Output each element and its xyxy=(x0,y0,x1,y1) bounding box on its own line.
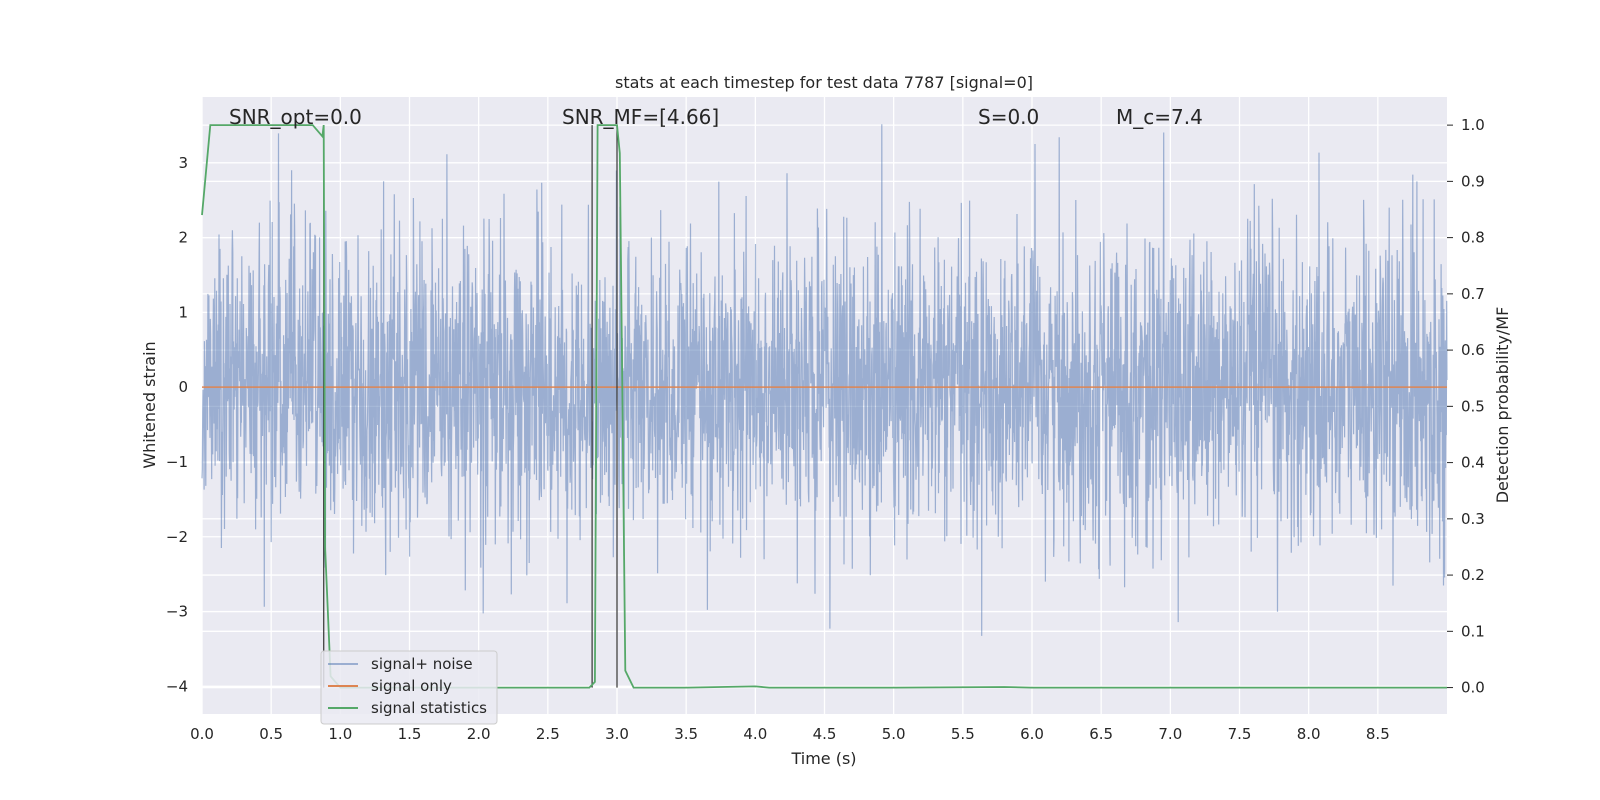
x-tick-label: 1.5 xyxy=(398,725,422,743)
y2-axis-ticks: 1.0 0.9 0.8 0.7 0.6 0.5 0.4 0.3 0.2 0.1 0.0 xyxy=(1447,116,1485,697)
legend-box xyxy=(320,650,498,725)
y-tick-label: 2 xyxy=(178,229,188,247)
y-tick-label: −3 xyxy=(166,603,188,621)
chart-title: stats at each timestep for test data 778… xyxy=(615,73,1033,92)
signal-noise-line xyxy=(201,124,1448,636)
y-tick-label: 3 xyxy=(178,154,188,172)
annotation-mc: M_c=7.4 xyxy=(1116,105,1203,129)
x-tick-label: 6.0 xyxy=(1020,725,1044,743)
signal-noise-series xyxy=(201,124,1448,636)
y2-tick-label: 0.1 xyxy=(1461,622,1485,640)
x-tick-label: 0.0 xyxy=(190,725,214,743)
y2-tick-label: 0.7 xyxy=(1461,285,1485,303)
x-tick-label: 0.5 xyxy=(259,725,283,743)
y2-tick-label: 0.3 xyxy=(1461,510,1485,528)
legend-label-signal-statistics: signal statistics xyxy=(371,699,487,717)
legend-label-signal-noise: signal+ noise xyxy=(371,655,473,673)
x-tick-label: 4.5 xyxy=(813,725,837,743)
x-tick-label: 3.5 xyxy=(674,725,698,743)
x-tick-label: 8.5 xyxy=(1366,725,1390,743)
x-tick-label: 2.0 xyxy=(467,725,491,743)
annotation-s: S=0.0 xyxy=(978,105,1039,129)
x-tick-label: 3.0 xyxy=(605,725,629,743)
legend-label-signal-only: signal only xyxy=(371,677,452,695)
y-axis-ticks: 3 2 1 0 −1 −2 −3 −4 xyxy=(166,154,188,696)
y2-tick-label: 0.6 xyxy=(1461,341,1485,359)
y-tick-label: −2 xyxy=(166,528,188,546)
y-axis-label: Whitened strain xyxy=(140,341,159,468)
y2-tick-label: 0.2 xyxy=(1461,566,1485,584)
y2-tick-label: 0.0 xyxy=(1461,679,1485,697)
y-tick-label: 1 xyxy=(178,303,188,321)
x-tick-label: 6.5 xyxy=(1089,725,1113,743)
x-tick-label: 7.0 xyxy=(1158,725,1182,743)
y-tick-label: 0 xyxy=(178,378,188,396)
y2-tick-label: 1.0 xyxy=(1461,116,1485,134)
annotation-snr-mf: SNR_MF=[4.66] xyxy=(562,105,719,129)
y2-axis-label: Detection probability/MF xyxy=(1493,307,1512,504)
x-tick-label: 5.5 xyxy=(951,725,975,743)
y2-tick-label: 0.8 xyxy=(1461,229,1485,247)
y-tick-label: −1 xyxy=(166,453,188,471)
signal-statistics-series xyxy=(201,124,1447,689)
x-tick-label: 1.0 xyxy=(328,725,352,743)
x-tick-label: 4.0 xyxy=(743,725,767,743)
legend: signal+ noise signal only signal statist… xyxy=(320,650,498,725)
y-tick-label: −4 xyxy=(166,677,188,695)
y2-tick-label: 0.5 xyxy=(1461,397,1485,415)
x-axis-label: Time (s) xyxy=(790,749,856,768)
x-tick-label: 2.5 xyxy=(536,725,560,743)
x-tick-label: 5.0 xyxy=(882,725,906,743)
x-tick-label: 8.0 xyxy=(1297,725,1321,743)
annotation-snr-opt: SNR_opt=0.0 xyxy=(229,105,362,129)
annotations: SNR_opt=0.0 SNR_MF=[4.66] S=0.0 M_c=7.4 xyxy=(229,105,1203,129)
y2-tick-label: 0.4 xyxy=(1461,454,1485,472)
y2-tick-label: 0.9 xyxy=(1461,172,1485,190)
x-tick-label: 7.5 xyxy=(1228,725,1252,743)
signal-statistics-line xyxy=(201,124,1447,689)
x-axis-ticks: 0.0 0.5 1.0 1.5 2.0 2.5 3.0 3.5 4.0 4.5 5.0 5.5 6.0 6… xyxy=(190,725,1390,743)
